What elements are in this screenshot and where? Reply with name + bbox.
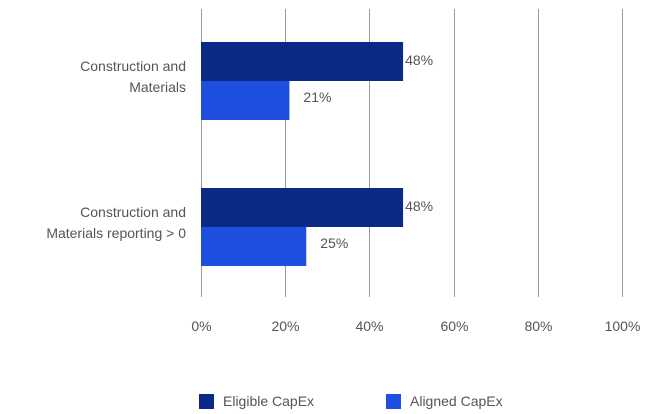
bar-aligned-capex bbox=[201, 81, 290, 120]
x-tick-label: 80% bbox=[524, 318, 552, 334]
bar-aligned-capex bbox=[201, 227, 307, 266]
category-label: Construction and bbox=[80, 58, 186, 74]
data-label: 48% bbox=[405, 52, 433, 68]
x-tick-label: 100% bbox=[605, 318, 641, 334]
x-axis-tick-labels: 0% 20% 40% 60% 80% 100% bbox=[191, 318, 640, 334]
x-tick-label: 0% bbox=[191, 318, 211, 334]
data-label: 48% bbox=[405, 198, 433, 214]
category-labels: Construction and Materials Construction an… bbox=[46, 58, 186, 241]
bar-eligible-capex bbox=[201, 188, 404, 227]
data-label: 21% bbox=[303, 89, 331, 105]
legend-swatch bbox=[386, 394, 401, 409]
x-tick-label: 40% bbox=[355, 318, 383, 334]
legend-label: Eligible CapEx bbox=[223, 393, 314, 409]
category-label: Materials bbox=[129, 79, 186, 95]
x-tick-label: 20% bbox=[271, 318, 299, 334]
legend-swatch bbox=[199, 394, 214, 409]
category-label: Materials reporting > 0 bbox=[46, 225, 186, 241]
category-label: Construction and bbox=[80, 204, 186, 220]
legend: Eligible CapEx Aligned CapEx bbox=[199, 393, 503, 409]
bars bbox=[201, 42, 404, 266]
legend-label: Aligned CapEx bbox=[410, 393, 503, 409]
bar-eligible-capex bbox=[201, 42, 404, 81]
data-label: 25% bbox=[320, 235, 348, 251]
data-labels: 48% 21% 48% 25% bbox=[303, 52, 433, 251]
x-tick-label: 60% bbox=[440, 318, 468, 334]
